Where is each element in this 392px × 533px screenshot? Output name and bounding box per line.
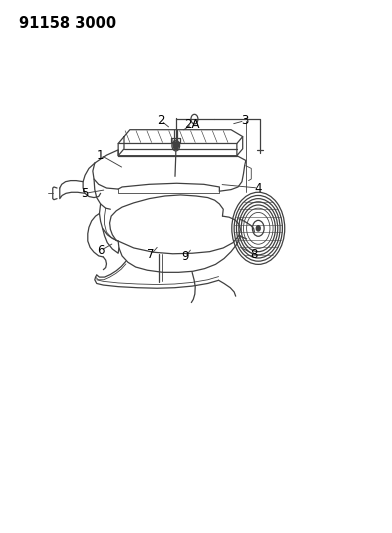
Text: 91158 3000: 91158 3000 (19, 15, 116, 31)
Text: 1: 1 (97, 149, 104, 161)
Circle shape (256, 225, 260, 231)
Text: 4: 4 (254, 182, 262, 195)
Text: 6: 6 (97, 244, 104, 257)
Text: 8: 8 (250, 248, 257, 261)
Text: 7: 7 (147, 248, 155, 261)
Text: 5: 5 (82, 187, 89, 200)
Circle shape (173, 142, 178, 149)
Text: 2A: 2A (184, 118, 200, 131)
Text: 2: 2 (157, 114, 165, 127)
Text: 3: 3 (241, 114, 249, 127)
Text: 9: 9 (181, 251, 189, 263)
